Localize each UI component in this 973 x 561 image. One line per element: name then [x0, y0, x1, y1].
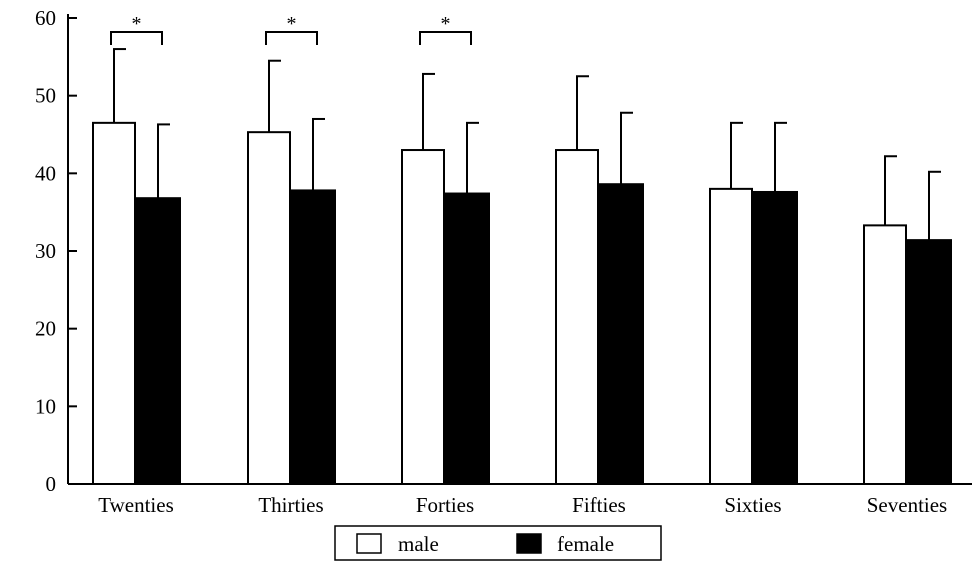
x-category-label: Sixties — [724, 493, 781, 517]
x-category-label: Thirties — [258, 493, 323, 517]
bar-male-sixties — [709, 187, 753, 485]
y-tick-label: 0 — [46, 472, 57, 496]
bar-male-forties — [401, 149, 445, 486]
legend: male female — [334, 525, 662, 561]
significance-markers: * * * — [110, 13, 472, 45]
y-tick-label: 50 — [35, 84, 56, 108]
significance-bracket — [265, 31, 318, 45]
y-tick-label: 40 — [35, 161, 56, 185]
bar-male-twenties — [92, 121, 136, 485]
bar-male-fifties — [555, 149, 599, 486]
bar-female-fifties — [598, 183, 644, 485]
legend-label-male: male — [398, 532, 439, 556]
x-category-label: Fifties — [572, 493, 626, 517]
bar-female-twenties — [135, 197, 181, 485]
x-category-label: Seventies — [867, 493, 947, 517]
legend-label-female: female — [557, 532, 614, 556]
significance-star: * — [287, 13, 297, 35]
legend-swatch-female — [516, 533, 542, 554]
error-bars — [113, 48, 941, 241]
significance-bracket — [419, 31, 472, 45]
y-tick-label: 20 — [35, 317, 56, 341]
bar-female-thirties — [290, 189, 336, 485]
bar-female-seventies — [906, 239, 952, 485]
y-tick-label: 10 — [35, 394, 56, 418]
y-tick-label: 60 — [35, 6, 56, 30]
legend-frame — [334, 525, 662, 561]
significance-star: * — [132, 13, 142, 35]
bars — [92, 121, 952, 486]
bar-male-seventies — [863, 224, 907, 485]
y-tick-label: 30 — [35, 239, 56, 263]
x-category-label: Twenties — [98, 493, 174, 517]
significance-star: * — [441, 13, 451, 35]
y-axis: 0 10 20 30 40 50 60 — [35, 6, 77, 496]
significance-bracket — [110, 31, 163, 45]
x-category-label: Forties — [416, 493, 474, 517]
x-axis: Twenties Thirties Forties Fifties Sixties Sev… — [68, 483, 972, 517]
bar-female-sixties — [752, 190, 798, 485]
legend-swatch-male — [356, 533, 382, 554]
bar-female-forties — [444, 192, 490, 485]
bar-male-thirties — [247, 131, 291, 485]
